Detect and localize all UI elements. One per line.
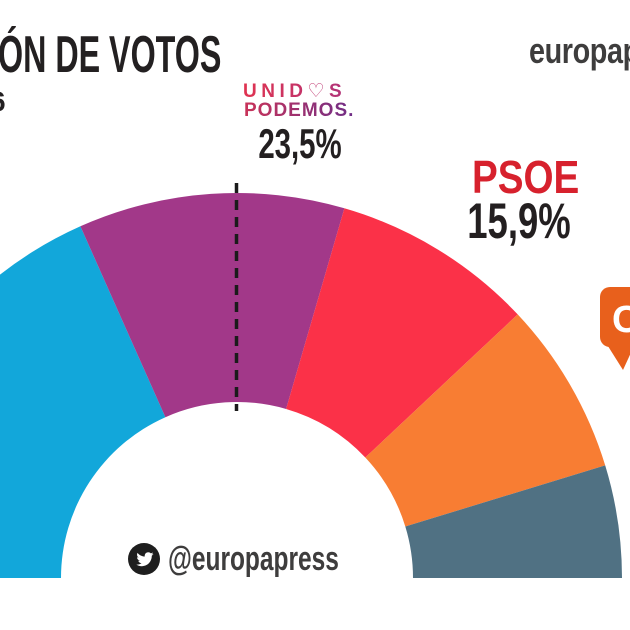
gauge-segment-slate: [405, 465, 622, 578]
unidos-podemos-value: 23,5%: [258, 120, 342, 167]
gauge-segment-blue: [0, 226, 166, 578]
unidos-podemos-logo-line2: PODEMOS.: [244, 100, 355, 121]
ciudadanos-logo-tail: [606, 343, 630, 370]
ciudadanos-logo-letter: C: [612, 299, 630, 341]
twitter-badge: [128, 543, 160, 575]
gauge-segment-red: [286, 208, 518, 458]
page-title: ÓN DE VOTOS: [0, 26, 222, 84]
twitter-handle: @europapress: [168, 540, 339, 578]
psoe-value: 15,9%: [467, 193, 571, 249]
subtitle-fragment: 6: [0, 88, 6, 116]
europapress-logo: europap: [529, 30, 630, 71]
psoe-label: PSOE: [471, 151, 580, 203]
ciudadanos-logo-bubble: [600, 287, 630, 347]
unidos-podemos-logo-line1: UNID♡S: [243, 81, 347, 102]
ciudadanos-logo: C: [600, 287, 630, 370]
gauge-segment-purple: [80, 193, 345, 418]
twitter-bird-icon: [135, 551, 154, 566]
gauge-segment-orange: [365, 314, 606, 527]
